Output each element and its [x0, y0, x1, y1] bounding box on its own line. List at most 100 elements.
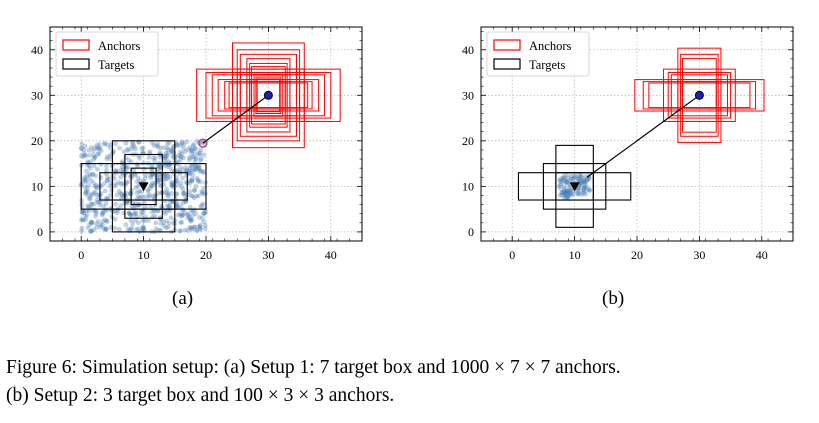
sample-point [197, 165, 202, 171]
sample-point [134, 190, 140, 195]
sample-point [185, 147, 191, 153]
target-box [130, 167, 157, 206]
sample-point [89, 201, 95, 207]
sample-point [182, 210, 188, 216]
sample-point [161, 145, 167, 151]
sample-point [568, 186, 574, 192]
sample-point [104, 163, 109, 169]
x-tick-label: 30 [693, 248, 705, 262]
sample-point [561, 178, 567, 184]
anchor-box [256, 78, 281, 113]
sample-point [123, 155, 128, 161]
sample-point [193, 156, 198, 162]
sample-point [133, 217, 138, 223]
sample-point [140, 151, 146, 157]
sample-point [569, 173, 574, 179]
sample-point [97, 145, 103, 151]
sample-point [186, 157, 192, 163]
sample-point [91, 152, 97, 158]
sample-point [89, 220, 95, 226]
sample-point [120, 181, 126, 186]
sample-point [581, 179, 587, 185]
sample-point [103, 196, 109, 202]
sample-point [117, 145, 122, 151]
anchor-center-marker [694, 90, 704, 100]
sample-point [97, 202, 103, 208]
sample-point [124, 190, 130, 196]
sample-point [189, 146, 195, 152]
sample-point [581, 190, 586, 196]
caption-line-1: Figure 6: Simulation setup: (a) Setup 1:… [6, 357, 621, 378]
sample-point [578, 188, 584, 193]
sample-point [133, 210, 138, 216]
sample-point [93, 184, 99, 190]
sample-point [103, 227, 109, 233]
sample-point [199, 189, 205, 195]
sample-point [585, 177, 591, 183]
sample-point [198, 227, 204, 232]
sample-point [165, 203, 170, 209]
sample-point [84, 177, 90, 183]
sample-point [158, 145, 164, 151]
sample-point [569, 176, 575, 182]
sample-point [187, 178, 193, 183]
sample-point [133, 211, 139, 217]
sample-point [78, 153, 84, 159]
sample-point [586, 174, 592, 180]
sample-point [570, 191, 576, 197]
sample-point [79, 228, 85, 234]
sample-point [133, 146, 138, 152]
anchor-box [634, 79, 765, 112]
sample-point [90, 172, 96, 177]
sample-point [565, 178, 571, 184]
anchor-box [677, 47, 722, 143]
sample-point [128, 190, 133, 196]
sample-point [123, 140, 129, 146]
sample-point [130, 221, 136, 226]
sample-point [164, 186, 169, 192]
sample-point [565, 193, 571, 199]
sample-point [95, 199, 101, 205]
sample-point [164, 189, 170, 195]
sample-point [95, 145, 101, 151]
sample-point [557, 192, 563, 198]
sample-point [584, 183, 590, 189]
sample-point [193, 183, 199, 189]
sample-point [188, 224, 194, 230]
sample-point [164, 218, 170, 224]
sample-point [79, 146, 84, 152]
sample-point [101, 225, 107, 231]
sample-point [178, 143, 183, 148]
sample-point [181, 190, 187, 196]
sample-point [137, 178, 143, 184]
sample-point [142, 218, 148, 224]
sample-point [163, 155, 169, 161]
sample-point [92, 183, 98, 189]
sample-point [131, 211, 137, 217]
sample-point [138, 195, 144, 201]
sample-point [578, 177, 584, 183]
sample-point [189, 148, 195, 154]
sample-point [584, 176, 590, 182]
sample-point [559, 190, 565, 196]
sample-point [566, 190, 572, 196]
sample-point [155, 178, 161, 184]
sample-point [83, 191, 88, 197]
sample-point [190, 154, 196, 160]
sample-point [180, 200, 186, 206]
sample-point [152, 213, 158, 219]
target-center-marker [569, 182, 580, 192]
sample-point [87, 171, 92, 177]
sample-point [81, 217, 86, 223]
sample-point [166, 159, 172, 165]
sample-point [95, 166, 100, 172]
sample-point [88, 228, 94, 234]
sample-point [194, 175, 200, 181]
sample-point [187, 217, 193, 223]
sample-point [162, 173, 168, 179]
sample-point [104, 156, 110, 162]
sample-point [198, 168, 204, 174]
sample-point [562, 190, 568, 196]
sample-point [191, 224, 197, 230]
sample-point [150, 155, 156, 161]
